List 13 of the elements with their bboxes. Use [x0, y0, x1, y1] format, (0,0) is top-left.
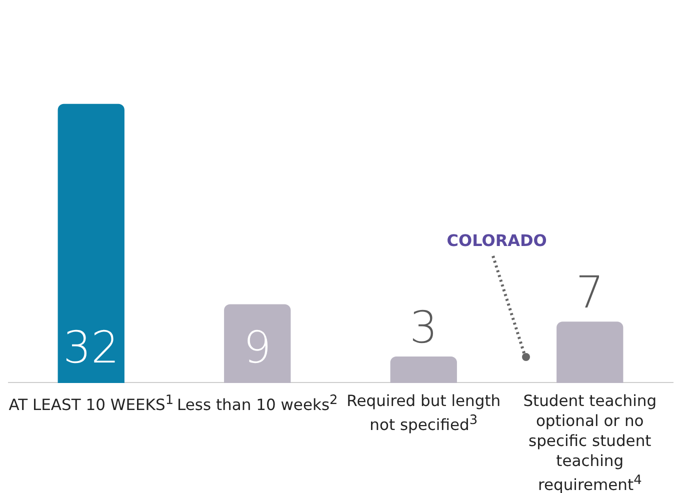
x-tick-label: Less than 10 weeks$^{2}$	[176, 392, 339, 416]
x-tick-label: AT LEAST 10 WEEKS$^{1}$	[8, 392, 174, 416]
data-label: 9	[243, 322, 272, 374]
data-label: 32	[63, 322, 120, 374]
bar	[390, 356, 457, 383]
bar	[224, 304, 291, 383]
x-tick-label: Required but length not specified$^{3}$	[346, 391, 502, 436]
x-tick-label: Student teaching optional or no specific student teaching requirement$^{4}$	[522, 391, 658, 493]
annotation: COLORADO	[446, 231, 547, 250]
data-label: 7	[576, 267, 604, 318]
data-label: 3	[410, 302, 438, 354]
bar	[556, 322, 624, 383]
bar	[58, 104, 124, 383]
